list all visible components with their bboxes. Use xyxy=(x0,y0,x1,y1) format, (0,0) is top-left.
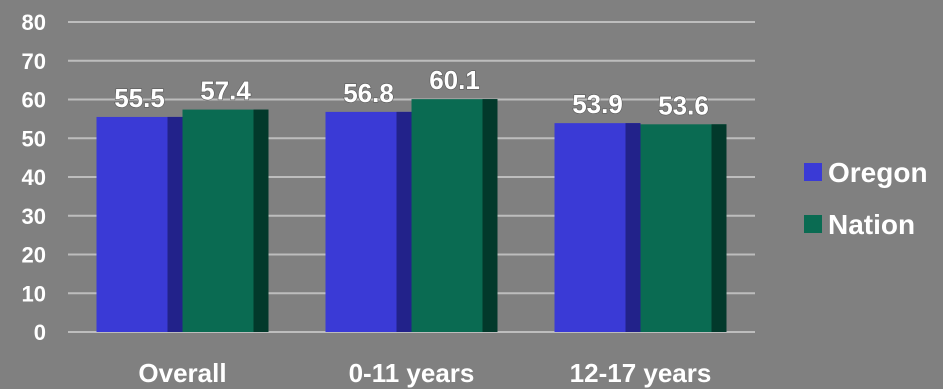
legend-swatch-nation xyxy=(804,215,822,233)
y-tick-label: 20 xyxy=(22,243,46,268)
legend: Oregon Nation xyxy=(804,157,928,240)
bar-side-nation-2 xyxy=(711,124,727,332)
bar-side-nation-1 xyxy=(482,99,498,332)
data-label: 53.9 xyxy=(572,89,623,119)
y-tick-label: 10 xyxy=(22,281,46,306)
x-tick-label: 12-17 years xyxy=(570,358,712,388)
legend-label-nation: Nation xyxy=(828,209,915,240)
data-label: 53.6 xyxy=(658,90,709,120)
bar-side-nation-0 xyxy=(253,109,269,332)
y-tick-label: 30 xyxy=(22,204,46,229)
bar-side-oregon-0 xyxy=(167,116,183,332)
data-label: 56.8 xyxy=(343,78,394,108)
data-label: 60.1 xyxy=(429,65,480,95)
data-label: 55.5 xyxy=(114,83,165,113)
bar-side-oregon-1 xyxy=(396,111,412,333)
y-tick-label: 40 xyxy=(22,165,46,190)
bars xyxy=(96,99,727,333)
y-tick-label: 70 xyxy=(22,49,46,74)
x-tick-label: 0-11 years xyxy=(349,358,475,388)
y-tick-label: 0 xyxy=(34,320,46,345)
y-axis: 0 10 20 30 40 50 60 70 80 xyxy=(22,10,46,345)
data-label: 57.4 xyxy=(200,76,251,106)
y-tick-label: 80 xyxy=(22,10,46,35)
data-labels: 55.5 57.4 56.8 60.1 53.9 53.6 xyxy=(114,65,710,121)
x-tick-label: Overall xyxy=(138,358,226,388)
legend-swatch-oregon xyxy=(804,163,822,181)
y-tick-label: 60 xyxy=(22,88,46,113)
legend-label-oregon: Oregon xyxy=(828,157,928,188)
bar-side-oregon-2 xyxy=(625,123,641,332)
y-tick-label: 50 xyxy=(22,126,46,151)
x-axis: Overall 0-11 years 12-17 years xyxy=(138,358,711,388)
